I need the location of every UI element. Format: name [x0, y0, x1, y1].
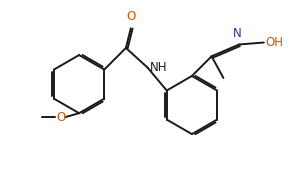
Text: N: N [233, 26, 242, 40]
Text: OH: OH [266, 36, 284, 49]
Text: O: O [126, 10, 136, 23]
Text: O: O [57, 111, 66, 124]
Text: NH: NH [150, 61, 167, 74]
